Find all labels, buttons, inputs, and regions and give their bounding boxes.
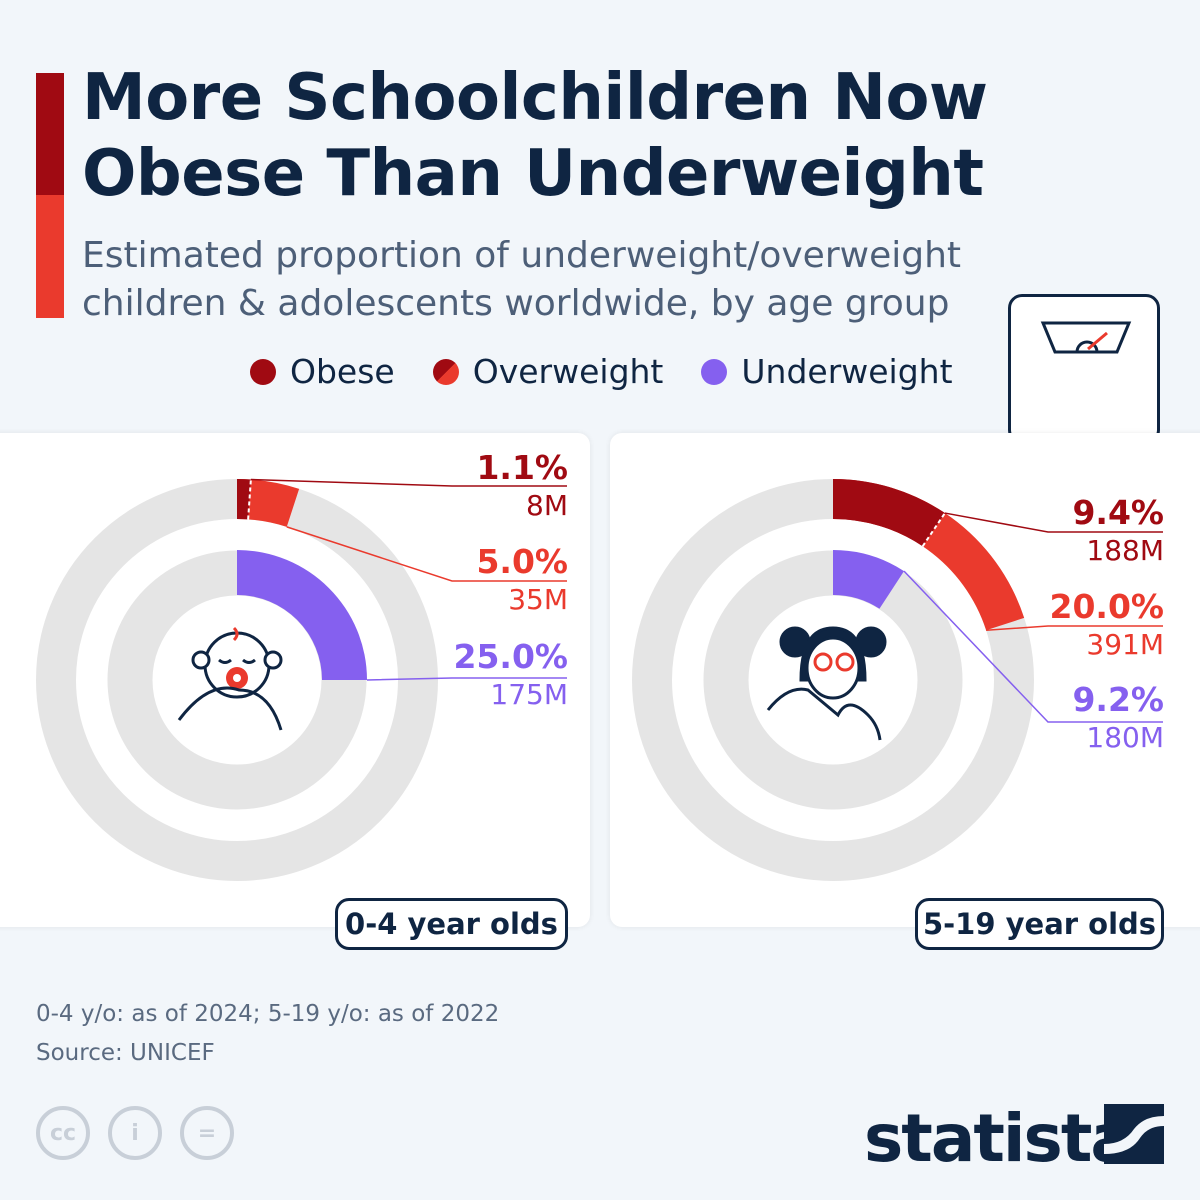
underweight-arc (833, 550, 905, 609)
legend-item-underweight: Underweight (701, 352, 953, 391)
subtitle: Estimated proportion of underweight/over… (82, 235, 962, 324)
title-accent-dark (36, 73, 64, 195)
page-title: More Schoolchildren Now Obese Than Underw… (82, 61, 988, 211)
scale-icon (1008, 294, 1160, 444)
statista-logo-mark (1104, 1104, 1164, 1164)
title-accent-red (36, 195, 64, 318)
leader-line-overweight (986, 625, 1163, 631)
underweight-arc (237, 550, 367, 680)
legend-item-overweight: Overweight (432, 352, 663, 391)
label-5-19-underweight: 9.2% 180M (1072, 680, 1164, 754)
baby-icon (177, 626, 283, 731)
attribution-icon: i (108, 1106, 162, 1160)
statista-logo: statista (864, 1100, 1135, 1177)
label-0-4-obese: 1.1% 8M (476, 448, 568, 522)
leader-line-underweight (903, 570, 1163, 723)
source: Source: UNICEF (36, 1040, 215, 1066)
no-derivatives-icon: = (180, 1106, 234, 1160)
label-0-4-underweight: 25.0% 175M (453, 637, 569, 711)
group-label-5-19: 5-19 year olds (915, 898, 1164, 950)
legend: Obese Overweight Underweight (250, 352, 953, 391)
group-label-0-4: 0-4 year olds (335, 898, 568, 950)
label-5-19-overweight: 20.0% 391M (1049, 587, 1165, 661)
girl-icon (766, 626, 887, 741)
obese-arc (237, 479, 251, 520)
leader-line-overweight (286, 526, 567, 582)
leader-line-underweight (366, 677, 567, 681)
cc-icon: cc (36, 1106, 90, 1160)
label-0-4-overweight: 5.0% 35M (476, 542, 568, 616)
overweight-arc (237, 479, 300, 527)
footnote: 0-4 y/o: as of 2024; 5-19 y/o: as of 202… (36, 1001, 500, 1027)
legend-item-obese: Obese (250, 352, 395, 391)
label-5-19-obese: 9.4% 188M (1072, 493, 1164, 567)
leader-line-obese (944, 512, 1163, 533)
leader-line-obese (250, 478, 567, 487)
obese-arc (833, 479, 945, 547)
